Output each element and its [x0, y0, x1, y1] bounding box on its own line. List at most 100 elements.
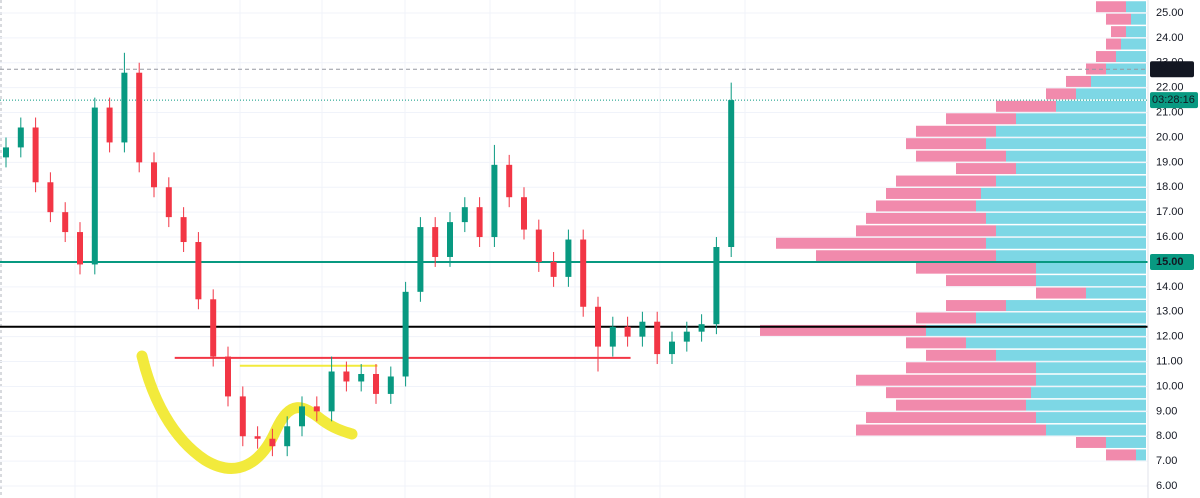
- profile-up-bar: [986, 212, 1146, 224]
- profile-up-bar: [1076, 88, 1146, 100]
- candle-body: [432, 227, 439, 257]
- profile-down-bar: [916, 312, 976, 324]
- profile-down-bar: [1066, 75, 1091, 87]
- y-tick-label: 25.00: [1156, 7, 1184, 19]
- profile-up-bar: [986, 237, 1146, 249]
- profile-down-bar: [1096, 1, 1126, 13]
- profile-up-bar: [1086, 287, 1146, 299]
- profile-up-bar: [996, 125, 1146, 137]
- profile-down-bar: [1106, 38, 1121, 50]
- candle-body: [239, 396, 246, 437]
- profile-down-bar: [956, 163, 1016, 175]
- candle-body: [358, 373, 365, 382]
- candle-body: [165, 187, 172, 218]
- candle-body: [728, 100, 735, 248]
- profile-up-bar: [1126, 26, 1146, 38]
- profile-up-bar: [1016, 163, 1146, 175]
- candle-body: [683, 331, 690, 342]
- vertical-grid: [74, 0, 746, 498]
- candle-body: [269, 438, 276, 447]
- price-tag: [1150, 253, 1194, 270]
- y-tick-label: 11.00: [1156, 355, 1183, 367]
- candle-body: [180, 217, 187, 243]
- profile-down-bar: [996, 100, 1056, 112]
- y-tick-label: 18.00: [1156, 181, 1184, 193]
- y-tick-label: 21.00: [1156, 106, 1184, 118]
- profile-up-bar: [1106, 63, 1146, 75]
- profile-up-bar: [976, 200, 1146, 212]
- profile-down-bar: [1106, 449, 1136, 461]
- profile-down-bar: [926, 349, 996, 361]
- candle-body: [417, 227, 424, 292]
- profile-down-bar: [906, 362, 1036, 374]
- profile-up-bar: [986, 138, 1146, 150]
- price-tag: [1150, 61, 1194, 78]
- profile-down-bar: [760, 324, 926, 336]
- profile-down-bar: [856, 225, 996, 237]
- y-tick-label: 16.00: [1156, 231, 1184, 243]
- profile-down-bar: [906, 138, 986, 150]
- y-tick-label: 20.00: [1156, 131, 1184, 143]
- candle-body: [17, 127, 24, 148]
- candle-body: [639, 321, 646, 337]
- candle-body: [373, 373, 379, 394]
- profile-up-bar: [996, 349, 1146, 361]
- profile-down-bar: [886, 387, 1031, 399]
- candle-body: [328, 371, 335, 412]
- y-tick-label: 10.00: [1156, 380, 1184, 392]
- profile-up-bar: [926, 324, 1146, 336]
- candle-body: [698, 324, 705, 332]
- profile-up-bar: [1056, 100, 1146, 112]
- candle-body: [284, 426, 291, 447]
- y-tick-label: 6.00: [1156, 480, 1177, 492]
- candle-body: [565, 239, 572, 277]
- profile-up-bar: [1036, 374, 1146, 386]
- candle-body: [609, 326, 616, 347]
- freehand-annotation: [136, 350, 358, 474]
- candle-body: [91, 107, 98, 265]
- profile-up-bar: [1026, 399, 1146, 411]
- candle-body: [136, 72, 143, 163]
- profile-up-bar: [976, 312, 1146, 324]
- profile-up-bar: [1046, 424, 1146, 436]
- profile-up-bar: [1036, 362, 1146, 374]
- profile-down-bar: [866, 412, 1036, 424]
- candle-body: [313, 406, 320, 412]
- profile-up-bar: [1116, 51, 1146, 62]
- profile-down-bar: [876, 200, 976, 212]
- candle-body: [77, 232, 83, 265]
- y-tick-label: 19.00: [1156, 156, 1184, 168]
- candle-body: [254, 436, 261, 439]
- y-tick-label: 13.00: [1156, 306, 1184, 318]
- y-tick-label: 7.00: [1156, 455, 1177, 467]
- profile-up-bar: [1106, 436, 1146, 448]
- candle-body: [195, 242, 202, 300]
- profile-down-bar: [856, 374, 1036, 386]
- candle-body: [535, 229, 542, 262]
- profile-up-bar: [1121, 38, 1146, 50]
- candle-body: [62, 212, 69, 233]
- candle-body: [210, 299, 217, 357]
- candle-body: [550, 261, 557, 277]
- profile-up-bar: [1131, 13, 1146, 25]
- y-tick-label: 24.00: [1156, 32, 1184, 44]
- candle-body: [447, 222, 453, 257]
- profile-up-bar: [981, 187, 1146, 199]
- y-tick-label: 17.00: [1156, 206, 1184, 218]
- y-tick-label: 12.00: [1156, 331, 1184, 343]
- profile-up-bar: [1006, 150, 1146, 162]
- candle-body: [299, 406, 305, 427]
- candle-body: [476, 207, 483, 238]
- profile-up-bar: [1036, 412, 1146, 424]
- profile-down-bar: [866, 212, 986, 224]
- candle-body: [491, 164, 498, 238]
- profile-down-bar: [916, 262, 1036, 274]
- profile-down-bar: [776, 237, 986, 249]
- profile-up-bar: [1036, 262, 1146, 274]
- candle-body: [151, 162, 157, 188]
- candle-body: [47, 182, 54, 213]
- profile-down-bar: [1106, 13, 1131, 25]
- price-tag-label: 22.74: [1156, 63, 1184, 75]
- profile-down-bar: [1076, 436, 1106, 448]
